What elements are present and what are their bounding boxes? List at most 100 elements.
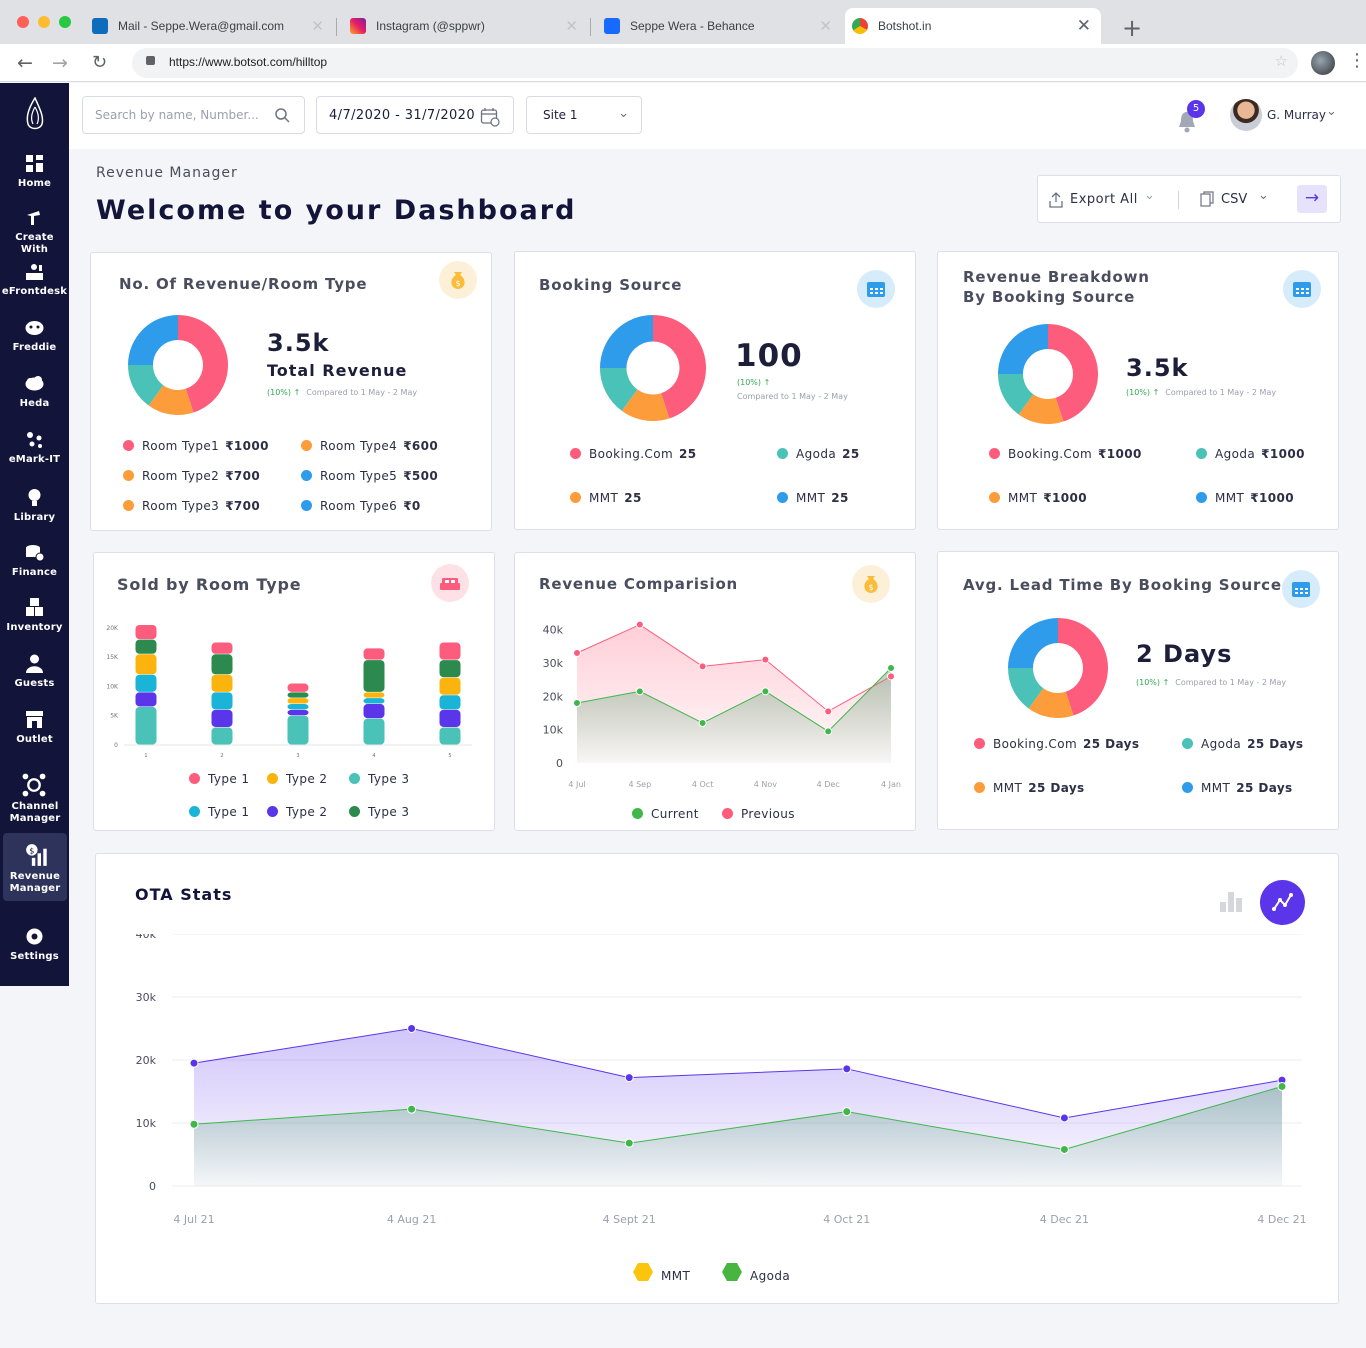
new-tab-icon[interactable]: + bbox=[1122, 14, 1143, 42]
bar-segment bbox=[211, 654, 233, 675]
bar-chart-icon[interactable] bbox=[1218, 890, 1244, 914]
search-icon bbox=[275, 108, 290, 123]
sidebar-item-label: Revenue Manager bbox=[9, 871, 61, 894]
forward-icon[interactable]: → bbox=[52, 52, 68, 74]
bar-segment bbox=[439, 695, 461, 710]
sold-stacked-bar-chart: 0 5K 10K 15K 20K 1 2 3 4 5 bbox=[106, 625, 472, 759]
sidebar-item-channel-manager[interactable]: Channel Manager bbox=[0, 771, 69, 824]
x-tick-label: 4 Dec bbox=[817, 780, 840, 789]
sidebar-item-label: Create With bbox=[15, 232, 54, 255]
line-chart-toggle-button[interactable] bbox=[1260, 880, 1305, 925]
url-field[interactable]: https://www.botsot.com/hilltop ☆ bbox=[132, 48, 1298, 78]
legend-item: Room Type4 ₹600 bbox=[301, 439, 438, 453]
legend-item: Room Type1 ₹1000 bbox=[123, 439, 269, 453]
profile-avatar[interactable] bbox=[1311, 51, 1335, 75]
sidebar-item-heda[interactable]: Heda bbox=[0, 373, 69, 425]
sidebar-item-home[interactable]: Home bbox=[0, 153, 69, 205]
back-icon[interactable]: ← bbox=[17, 52, 33, 74]
sold-by-room-type-card: Sold by Room Type 0 5K 10K 15K 20K 1 2 3 4 5 Type… bbox=[93, 552, 495, 831]
sidebar-item-outlet[interactable]: Outlet bbox=[0, 709, 69, 761]
export-go-button[interactable]: → bbox=[1297, 185, 1327, 213]
arrow-up-icon: ↑ bbox=[1152, 388, 1160, 397]
legend-value: ₹1000 bbox=[1261, 447, 1305, 461]
chevron-down-icon[interactable]: ⌄ bbox=[1144, 188, 1155, 203]
legend-label: Booking.Com bbox=[993, 737, 1078, 751]
legend-swatch bbox=[989, 448, 1000, 459]
search-input[interactable]: Search by name, Number... bbox=[82, 96, 305, 134]
data-point bbox=[824, 727, 833, 736]
sidebar-item-efrontdesk[interactable]: eFrontdesk bbox=[0, 261, 69, 313]
star-icon[interactable]: ☆ bbox=[1274, 53, 1288, 70]
bar-segment bbox=[287, 683, 309, 692]
y-tick-label: 20k bbox=[136, 1054, 157, 1067]
legend-item: MMT ₹1000 bbox=[989, 491, 1087, 505]
url-text: https://www.botsot.com/hilltop bbox=[169, 55, 328, 69]
browser-tab-behance[interactable]: Seppe Wera - Behance ✕ bbox=[594, 8, 842, 44]
user-name[interactable]: G. Murray bbox=[1267, 108, 1326, 122]
close-window-dot[interactable] bbox=[17, 16, 29, 28]
browser-tab-botshot[interactable]: Botshot.in ✕ bbox=[845, 8, 1101, 44]
legend-swatch bbox=[989, 492, 1000, 503]
sidebar-item-label: Inventory bbox=[6, 622, 63, 633]
sidebar-item-label: eMark-IT bbox=[8, 454, 61, 465]
minimize-window-dot[interactable] bbox=[38, 16, 50, 28]
bar-segment bbox=[363, 660, 385, 692]
sidebar-item-library[interactable]: Library bbox=[0, 487, 69, 539]
browser-tab-instagram[interactable]: Instagram (@sppwr) ✕ bbox=[340, 8, 588, 44]
bar-segment bbox=[211, 674, 233, 692]
more-menu-icon[interactable]: ⋮ bbox=[1348, 50, 1366, 71]
legend-value: ₹0 bbox=[403, 499, 421, 513]
data-point bbox=[635, 620, 644, 629]
compare-text: Compared to 1 May - 2 May bbox=[737, 392, 848, 401]
frontdesk-icon bbox=[26, 264, 43, 280]
user-avatar[interactable] bbox=[1230, 99, 1262, 131]
legend-swatch bbox=[632, 808, 643, 819]
legend-swatch bbox=[301, 470, 312, 481]
money-bag-icon: $ bbox=[439, 261, 477, 299]
x-tick-label: 4 Nov bbox=[754, 780, 778, 789]
sidebar-item-guests[interactable]: Guests bbox=[0, 653, 69, 705]
legend-value: ₹1000 bbox=[1043, 491, 1087, 505]
close-tab-icon[interactable]: ✕ bbox=[819, 18, 832, 35]
card-title: Revenue Comparision bbox=[539, 575, 739, 593]
legend-item: MMT 25 bbox=[570, 491, 642, 505]
donut-slice-orange bbox=[1018, 394, 1064, 424]
export-all-button[interactable]: Export All bbox=[1070, 192, 1138, 207]
reload-icon[interactable]: ↻ bbox=[92, 52, 108, 73]
legend-label: Booking.Com bbox=[589, 447, 674, 461]
network-icon bbox=[22, 773, 46, 797]
close-tab-icon[interactable]: ✕ bbox=[1076, 16, 1091, 35]
sidebar-item-create-with[interactable]: Create With bbox=[0, 207, 69, 259]
sidebar-item-freddie[interactable]: Freddie bbox=[0, 317, 69, 369]
breakdown-donut bbox=[998, 324, 1098, 424]
date-range-picker[interactable]: 4/7/2020 - 31/7/2020 bbox=[316, 96, 514, 134]
legend-swatch bbox=[189, 773, 200, 784]
site-select[interactable]: Site 1 ⌄ bbox=[526, 96, 642, 134]
legend-label: MMT bbox=[796, 491, 826, 505]
data-point bbox=[761, 687, 770, 696]
data-point bbox=[573, 699, 581, 707]
legend-item: Type 2 bbox=[267, 772, 327, 786]
legend-item: Type 1 bbox=[189, 772, 249, 786]
chrome-icon bbox=[852, 18, 868, 34]
donut-slice-orange bbox=[1028, 688, 1074, 718]
chevron-down-icon[interactable]: ⌄ bbox=[1326, 104, 1337, 119]
calendar-icon bbox=[1282, 570, 1320, 608]
bar-segment bbox=[211, 642, 233, 654]
home-grid-icon bbox=[26, 155, 43, 172]
maximize-window-dot[interactable] bbox=[59, 16, 71, 28]
bar-segment bbox=[287, 704, 309, 710]
format-select[interactable]: CSV bbox=[1221, 192, 1248, 207]
donut-slice-orange bbox=[148, 385, 194, 415]
sidebar-item-emark-it[interactable]: eMark-IT bbox=[0, 429, 69, 481]
sidebar-item-finance[interactable]: Finance bbox=[0, 542, 69, 594]
sidebar-item-inventory[interactable]: Inventory bbox=[0, 597, 69, 649]
browser-tab-mail[interactable]: Mail - Seppe.Wera@gmail.com ✕ bbox=[84, 8, 334, 44]
close-tab-icon[interactable]: ✕ bbox=[565, 18, 578, 35]
sidebar-item-settings[interactable]: Settings bbox=[0, 926, 69, 978]
sidebar-item-revenue-manager[interactable]: $ Revenue Manager bbox=[3, 833, 67, 901]
chevron-down-icon[interactable]: ⌄ bbox=[1258, 188, 1269, 203]
calendar-icon bbox=[1283, 270, 1321, 308]
site-value: Site 1 bbox=[543, 108, 578, 122]
close-tab-icon[interactable]: ✕ bbox=[311, 18, 324, 35]
